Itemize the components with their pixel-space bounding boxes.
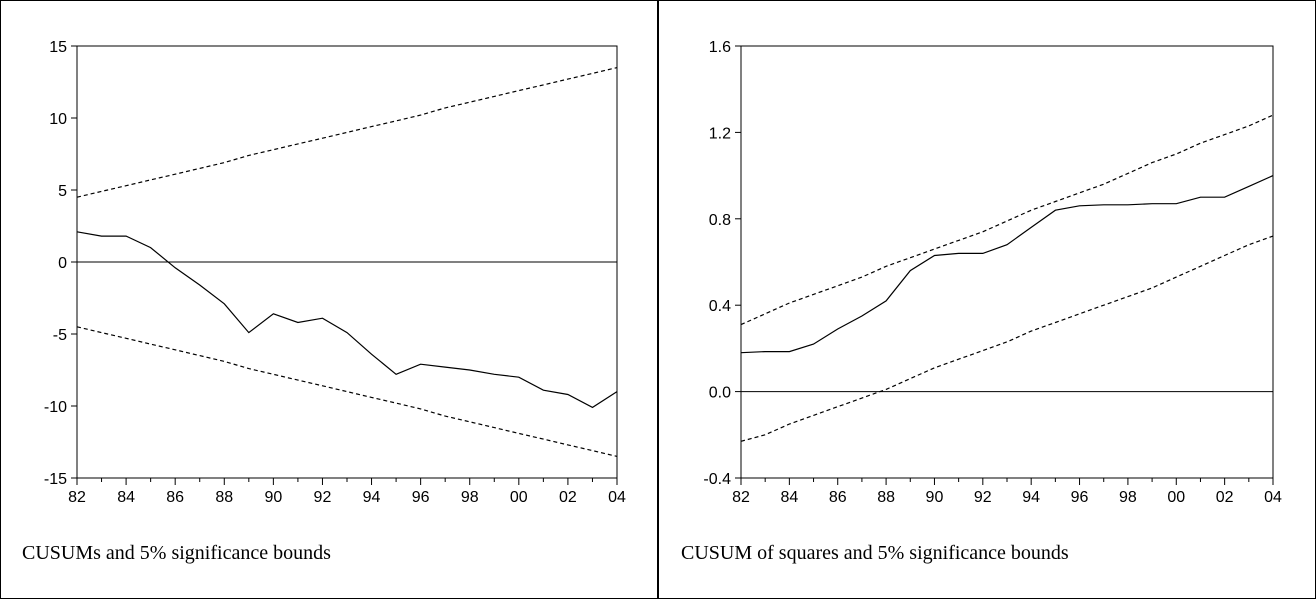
x-tick-label: 96 (412, 489, 430, 506)
statistic-line (740, 175, 1274, 354)
x-tick-label: 86 (166, 489, 184, 506)
x-tick-label: 04 (1264, 489, 1282, 506)
x-tick-label: 98 (461, 489, 479, 506)
x-tick-label: 90 (926, 489, 944, 506)
x-tick-label: 92 (314, 489, 332, 506)
y-tick-label: -0.4 (703, 471, 731, 488)
y-tick-label: 15 (49, 39, 67, 56)
cusum-squares-panel: 1.6 1.2 0.8 0.4 0.0 -0.4 82 84 86 88 90 92 94 96 98 00 0… (659, 0, 1316, 599)
x-tick-label: 98 (1119, 489, 1137, 506)
y-tick-label: 0 (58, 255, 67, 272)
y-tick-label: 0.0 (709, 385, 731, 402)
upper-bound-line (740, 114, 1274, 326)
x-tick-label: 88 (215, 489, 233, 506)
y-tick-label: 10 (49, 111, 67, 128)
panel-divider (657, 0, 659, 599)
y-tick-label: 0.8 (709, 212, 731, 229)
x-tick-label: 00 (510, 489, 528, 506)
upper-bound-line (76, 67, 618, 198)
cusum-panel: 15 10 5 0 -5 -10 -15 82 84 86 88 90 92 94 96 98 00 02 04 C… (0, 0, 657, 599)
cusum-squares-caption: CUSUM of squares and 5% significance bou… (681, 542, 1069, 564)
x-tick-label: 86 (829, 489, 847, 506)
x-tick-label: 84 (117, 489, 135, 506)
y-tick-label: -15 (44, 471, 67, 488)
x-tick-label: 94 (363, 489, 381, 506)
x-tick-label: 84 (780, 489, 798, 506)
y-tick-label: 0.4 (709, 298, 731, 315)
y-tick-label: 1.6 (709, 39, 731, 56)
x-tick-label: 96 (1071, 489, 1089, 506)
x-tick-label: 02 (1216, 489, 1234, 506)
y-tick-label: 1.2 (709, 125, 731, 142)
x-tick-label: 02 (559, 489, 577, 506)
statistic-line (76, 231, 618, 409)
x-tick-label: 82 (68, 489, 86, 506)
y-tick-label: 5 (58, 183, 67, 200)
cusum-caption: CUSUMs and 5% significance bounds (22, 542, 331, 564)
x-tick-label: 04 (608, 489, 626, 506)
x-tick-label: 90 (264, 489, 282, 506)
x-tick-label: 00 (1167, 489, 1185, 506)
x-tick-label: 82 (732, 489, 750, 506)
x-tick-label: 88 (877, 489, 895, 506)
lower-bound-line (76, 326, 618, 457)
x-tick-label: 92 (974, 489, 992, 506)
lower-bound-line (740, 235, 1274, 442)
y-tick-label: -5 (53, 327, 67, 344)
y-tick-label: -10 (44, 399, 67, 416)
cusum-squares-chart: 1.6 1.2 0.8 0.4 0.0 -0.482 84 86 88 90 92 94 96 98 00 0… (703, 39, 1282, 506)
x-tick-label: 94 (1022, 489, 1040, 506)
